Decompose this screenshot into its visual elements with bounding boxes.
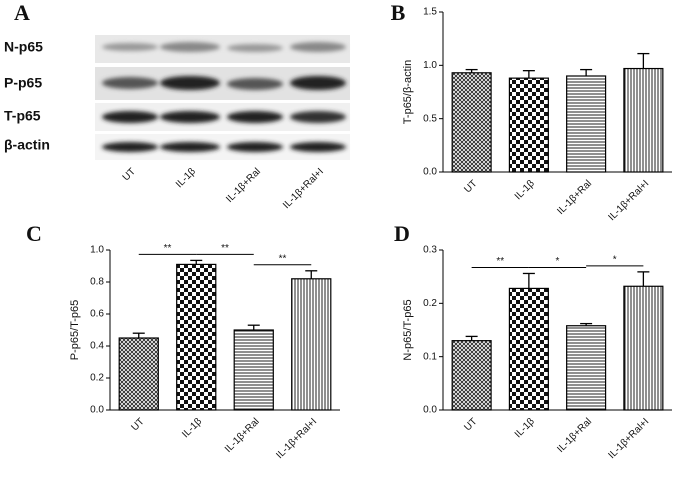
- bar: [451, 340, 492, 411]
- x-tick-label: IL-1β+Ral: [223, 416, 262, 455]
- significance-label: **: [164, 243, 172, 254]
- x-tick-label: UT: [462, 178, 479, 195]
- y-tick-label: 0.2: [423, 298, 437, 309]
- y-tick-label: 0.2: [90, 373, 104, 384]
- x-tick-label: IL-1β: [513, 416, 537, 440]
- blot-bands: [102, 42, 346, 152]
- significance-label: **: [279, 253, 287, 264]
- y-tick-label: 0.6: [90, 309, 104, 320]
- significance-label: **: [496, 256, 504, 267]
- y-tick-label: 0.1: [423, 351, 437, 362]
- x-tick-label: IL-1β+Ral: [555, 178, 594, 217]
- x-tick-label: UT: [462, 416, 479, 433]
- y-tick-label: 1.0: [423, 60, 437, 71]
- panel-letter: D: [394, 221, 410, 246]
- x-tick-label: UT: [130, 416, 147, 433]
- panel-letter: C: [26, 221, 42, 246]
- y-axis-title: N-p65/T-p65: [402, 299, 414, 360]
- bar: [451, 72, 492, 173]
- blot-row-label: T-p65: [4, 108, 41, 124]
- y-tick-label: 0.0: [423, 405, 437, 416]
- bar: [508, 77, 549, 173]
- bar: [623, 285, 664, 411]
- bar: [623, 67, 664, 173]
- blot-row-label: N-p65: [4, 39, 43, 55]
- x-tick-label: IL-1β+Ral+I: [606, 416, 651, 461]
- blot-row-label: β-actin: [4, 137, 50, 153]
- y-axis-title: P-p65/T-p65: [69, 300, 81, 361]
- significance-label: *: [613, 255, 617, 266]
- y-axis-title: T-p65/β-actin: [402, 60, 414, 124]
- y-tick-label: 1.5: [423, 7, 437, 18]
- bar: [291, 278, 332, 411]
- x-tick-label: IL-1β+Ral+I: [606, 178, 651, 223]
- panel-letter: B: [391, 0, 406, 25]
- bar: [233, 329, 274, 411]
- y-tick-label: 0.4: [90, 341, 104, 352]
- western-blot: [95, 35, 350, 160]
- y-tick-label: 0.8: [90, 277, 104, 288]
- x-tick-label: IL-1β+Ral+I: [274, 416, 319, 461]
- blot-row-label: P-p65: [4, 75, 42, 91]
- x-tick-label: IL-1β: [180, 416, 204, 440]
- bar: [566, 75, 607, 173]
- significance-label: **: [221, 243, 229, 254]
- blot-lane-label: UT: [121, 166, 138, 183]
- x-tick-label: IL-1β: [513, 178, 537, 202]
- y-tick-label: 0.3: [423, 245, 437, 256]
- blot-lane-label: IL-1β+Ral: [224, 166, 263, 205]
- blot-lane-label: IL-1β: [174, 166, 198, 190]
- x-tick-label: IL-1β+Ral: [555, 416, 594, 455]
- y-tick-label: 0.0: [90, 405, 104, 416]
- bar: [118, 337, 159, 411]
- bar: [508, 287, 549, 411]
- y-tick-label: 0.0: [423, 167, 437, 178]
- panel-letter: A: [14, 0, 30, 25]
- bar: [566, 325, 607, 411]
- blot-lane-label: IL-1β+Ral+I: [281, 166, 326, 211]
- y-tick-label: 0.5: [423, 113, 437, 124]
- y-tick-label: 1.0: [90, 245, 104, 256]
- significance-label: *: [556, 256, 560, 267]
- bar: [176, 263, 217, 411]
